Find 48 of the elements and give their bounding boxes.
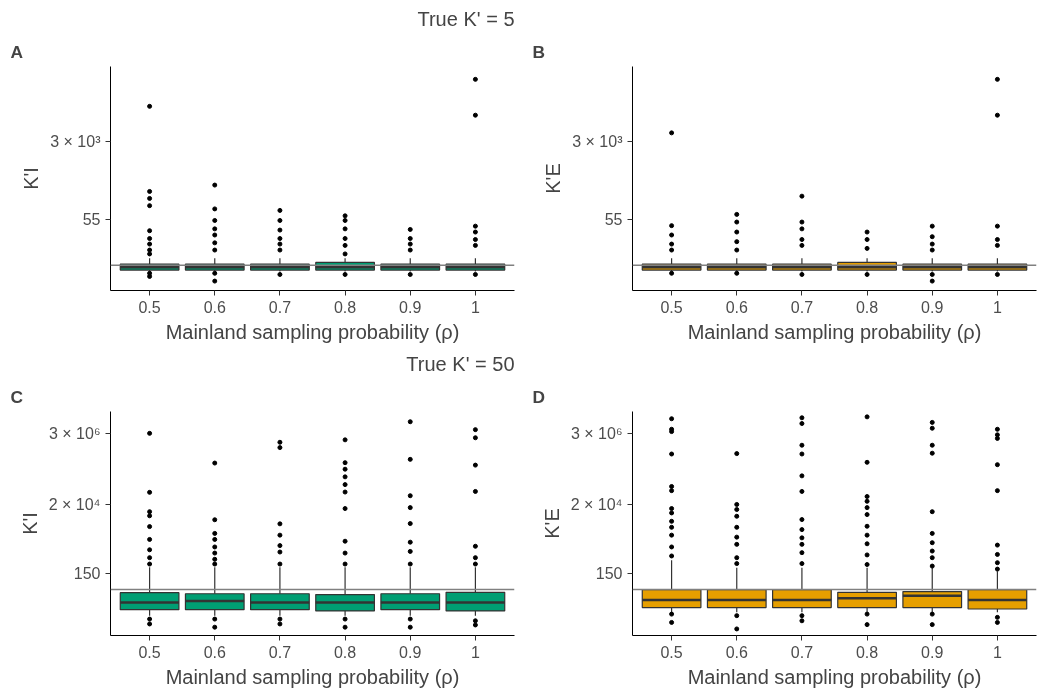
text: A xyxy=(10,41,24,62)
y-tick-label: 150 xyxy=(595,565,623,583)
y-axis-title: K'E xyxy=(540,508,563,539)
x-axis-title: Mainland sampling probability (ρ) xyxy=(687,665,982,688)
x-tick-label: 0.7 xyxy=(790,298,814,316)
chart-title: True K' = 50 xyxy=(406,352,515,375)
x-tick-label: 1 xyxy=(992,643,1002,661)
x-tick-label: 0.8 xyxy=(855,298,879,316)
y-tick-label: 55 xyxy=(604,210,623,228)
y-axis-title: K'E xyxy=(542,163,565,194)
y-tick-label: 2 × 10⁴ xyxy=(570,495,623,513)
text: D xyxy=(532,386,546,407)
x-axis-title: Mainland sampling probability (ρ) xyxy=(165,320,460,343)
y-axis-title: K'I xyxy=(18,512,41,535)
x-tick-label: 1 xyxy=(992,298,1002,316)
y-tick-label: 2 × 10⁴ xyxy=(48,495,101,513)
x-tick-label: 0.7 xyxy=(790,643,814,661)
x-tick-label: 0.9 xyxy=(921,643,944,661)
x-tick-label: 1 xyxy=(470,643,480,661)
y-tick-label: 3 × 10³ xyxy=(572,133,624,151)
x-tick-label: 0.5 xyxy=(138,643,161,661)
y-tick-label: 3 × 10⁶ xyxy=(48,424,101,442)
x-axis-title: Mainland sampling probability (ρ) xyxy=(687,320,982,343)
x-tick-label: 0.8 xyxy=(855,643,879,661)
x-tick-label: 0.9 xyxy=(399,298,422,316)
y-axis-title: K'I xyxy=(20,167,43,190)
y-tick-label: 3 × 10³ xyxy=(50,133,102,151)
y-tick-label: 150 xyxy=(73,565,101,583)
x-axis-title: Mainland sampling probability (ρ) xyxy=(165,665,460,688)
x-tick-label: 0.8 xyxy=(333,298,357,316)
x-tick-label: 0.9 xyxy=(399,643,422,661)
chart-title: True K' = 5 xyxy=(417,7,515,30)
x-tick-label: 0.7 xyxy=(268,298,292,316)
x-tick-label: 0.5 xyxy=(660,643,683,661)
x-tick-label: 0.9 xyxy=(921,298,944,316)
x-tick-label: 1 xyxy=(470,298,480,316)
x-tick-label: 0.6 xyxy=(203,643,226,661)
x-tick-label: 0.8 xyxy=(333,643,357,661)
x-tick-label: 0.7 xyxy=(268,643,292,661)
text: B xyxy=(532,41,546,62)
x-tick-label: 0.5 xyxy=(660,298,683,316)
x-tick-label: 0.6 xyxy=(725,643,748,661)
x-tick-label: 0.6 xyxy=(203,298,226,316)
x-tick-label: 0.5 xyxy=(138,298,161,316)
y-tick-label: 55 xyxy=(82,210,101,228)
x-tick-label: 0.6 xyxy=(725,298,748,316)
text: C xyxy=(10,386,24,407)
y-tick-label: 3 × 10⁶ xyxy=(570,424,623,442)
